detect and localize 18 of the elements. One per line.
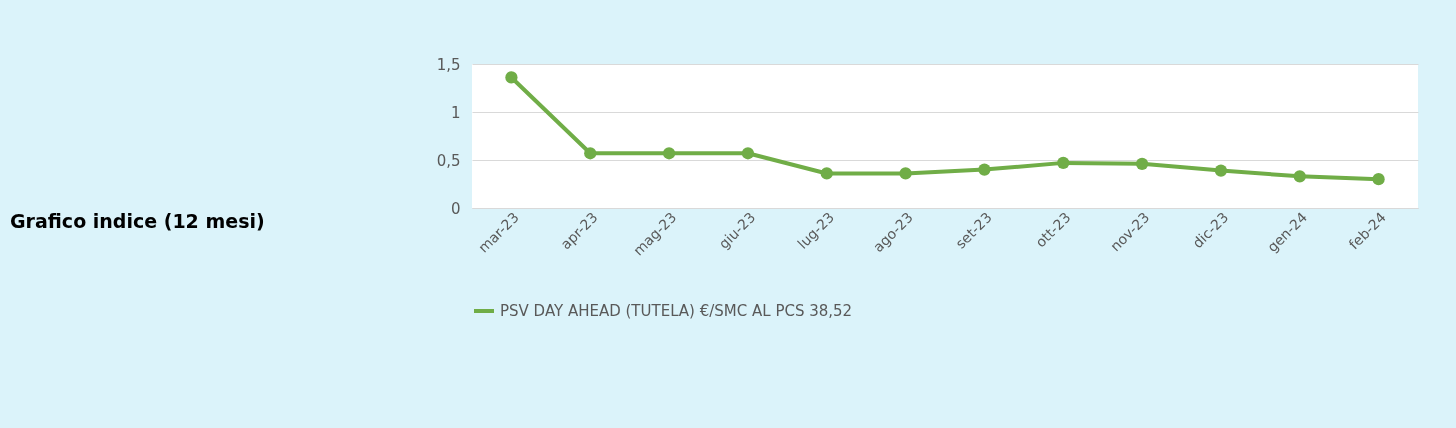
point [899,167,912,180]
y-tick-label: 1 [450,103,461,122]
point [1293,170,1306,183]
point [1214,164,1228,177]
point [505,71,518,84]
point [584,147,597,160]
y-tick-label: 0,5 [436,151,461,170]
legend-label: PSV DAY AHEAD (TUTELA) €/SMC AL PCS 38,52 [500,302,853,320]
point [1372,173,1385,186]
point [820,167,833,180]
text: Grafico indice (12 mesi) [10,210,265,232]
y-tick-label: 0 [450,199,461,218]
point [662,147,676,160]
point [741,147,755,160]
point [1057,156,1070,169]
point [1135,157,1149,170]
y-tick-label: 1,5 [436,55,461,74]
point [978,163,991,176]
